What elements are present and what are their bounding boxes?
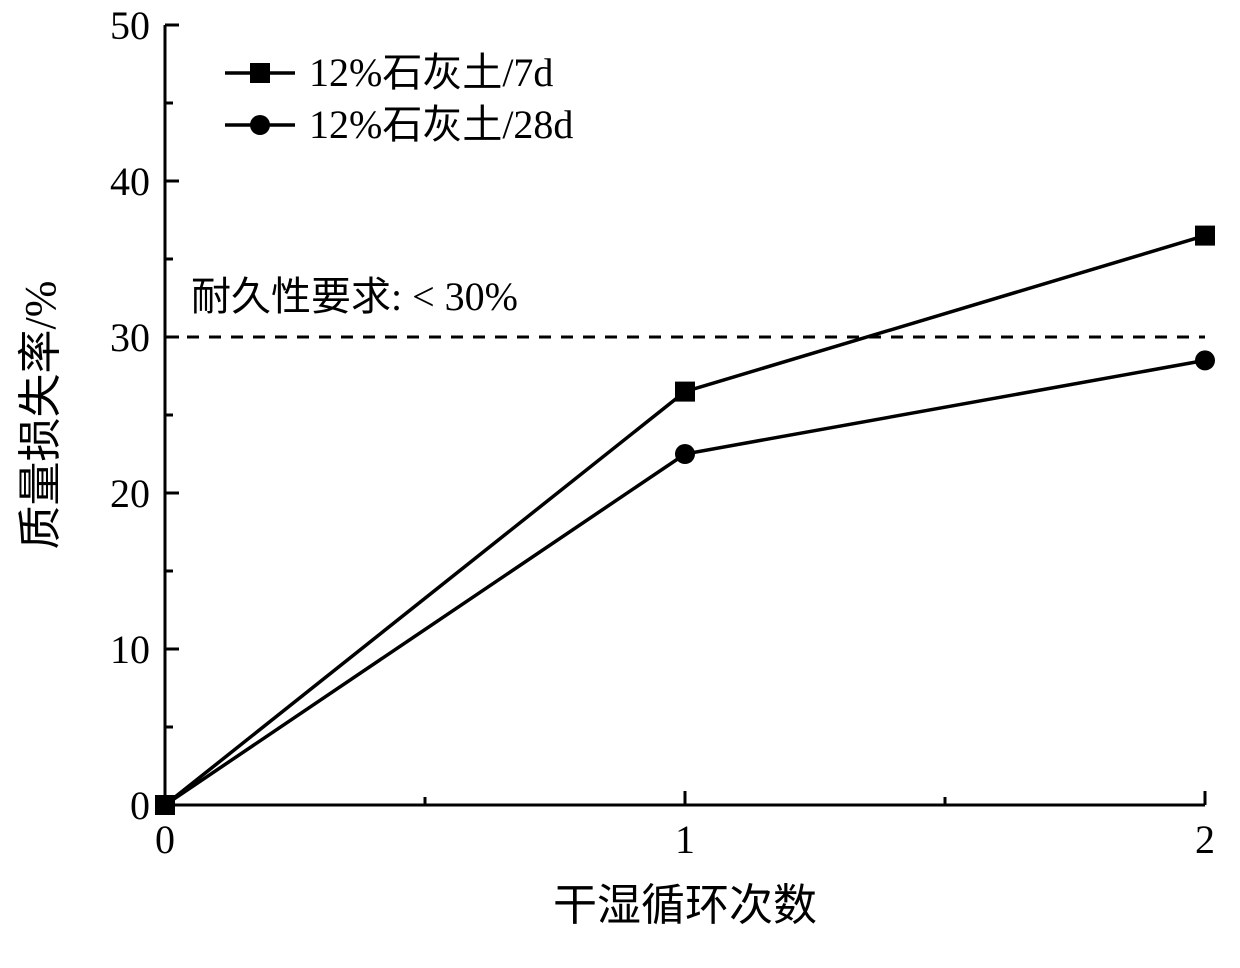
line-chart: 0 10 20 30 40 50 0 1 2 干湿循环次数 质量损失率/% 耐久性要求: < 30% 1… xyxy=(0,0,1240,968)
y-tick-label: 10 xyxy=(110,627,150,672)
series-line-s1 xyxy=(165,236,1205,805)
y-tick-label: 0 xyxy=(130,783,150,828)
legend-marker-icon xyxy=(250,115,270,135)
chart-svg: 0 10 20 30 40 50 0 1 2 干湿循环次数 质量损失率/% 耐久性要求: < 30% 1… xyxy=(0,0,1240,968)
legend-marker-icon xyxy=(250,63,270,83)
y-axis-title: 质量损失率/% xyxy=(16,281,65,550)
y-tick-label: 20 xyxy=(110,471,150,516)
x-axis-title: 干湿循环次数 xyxy=(553,881,817,930)
x-tick-label: 0 xyxy=(155,817,175,862)
series-marker-s1 xyxy=(1195,226,1215,246)
y-tick-label: 40 xyxy=(110,159,150,204)
x-tick-label: 1 xyxy=(675,817,695,862)
series-marker-s1 xyxy=(675,382,695,402)
series-marker-s2 xyxy=(675,444,695,464)
legend-label: 12%石灰土/7d xyxy=(309,50,553,95)
legend-label: 12%石灰土/28d xyxy=(309,102,573,147)
series-marker-s2 xyxy=(155,795,175,815)
y-tick-label: 30 xyxy=(110,315,150,360)
y-tick-label: 50 xyxy=(110,3,150,48)
series-marker-s2 xyxy=(1195,350,1215,370)
durability-threshold-label: 耐久性要求: < 30% xyxy=(191,274,518,319)
series-line-s2 xyxy=(165,360,1205,805)
x-tick-label: 2 xyxy=(1195,817,1215,862)
